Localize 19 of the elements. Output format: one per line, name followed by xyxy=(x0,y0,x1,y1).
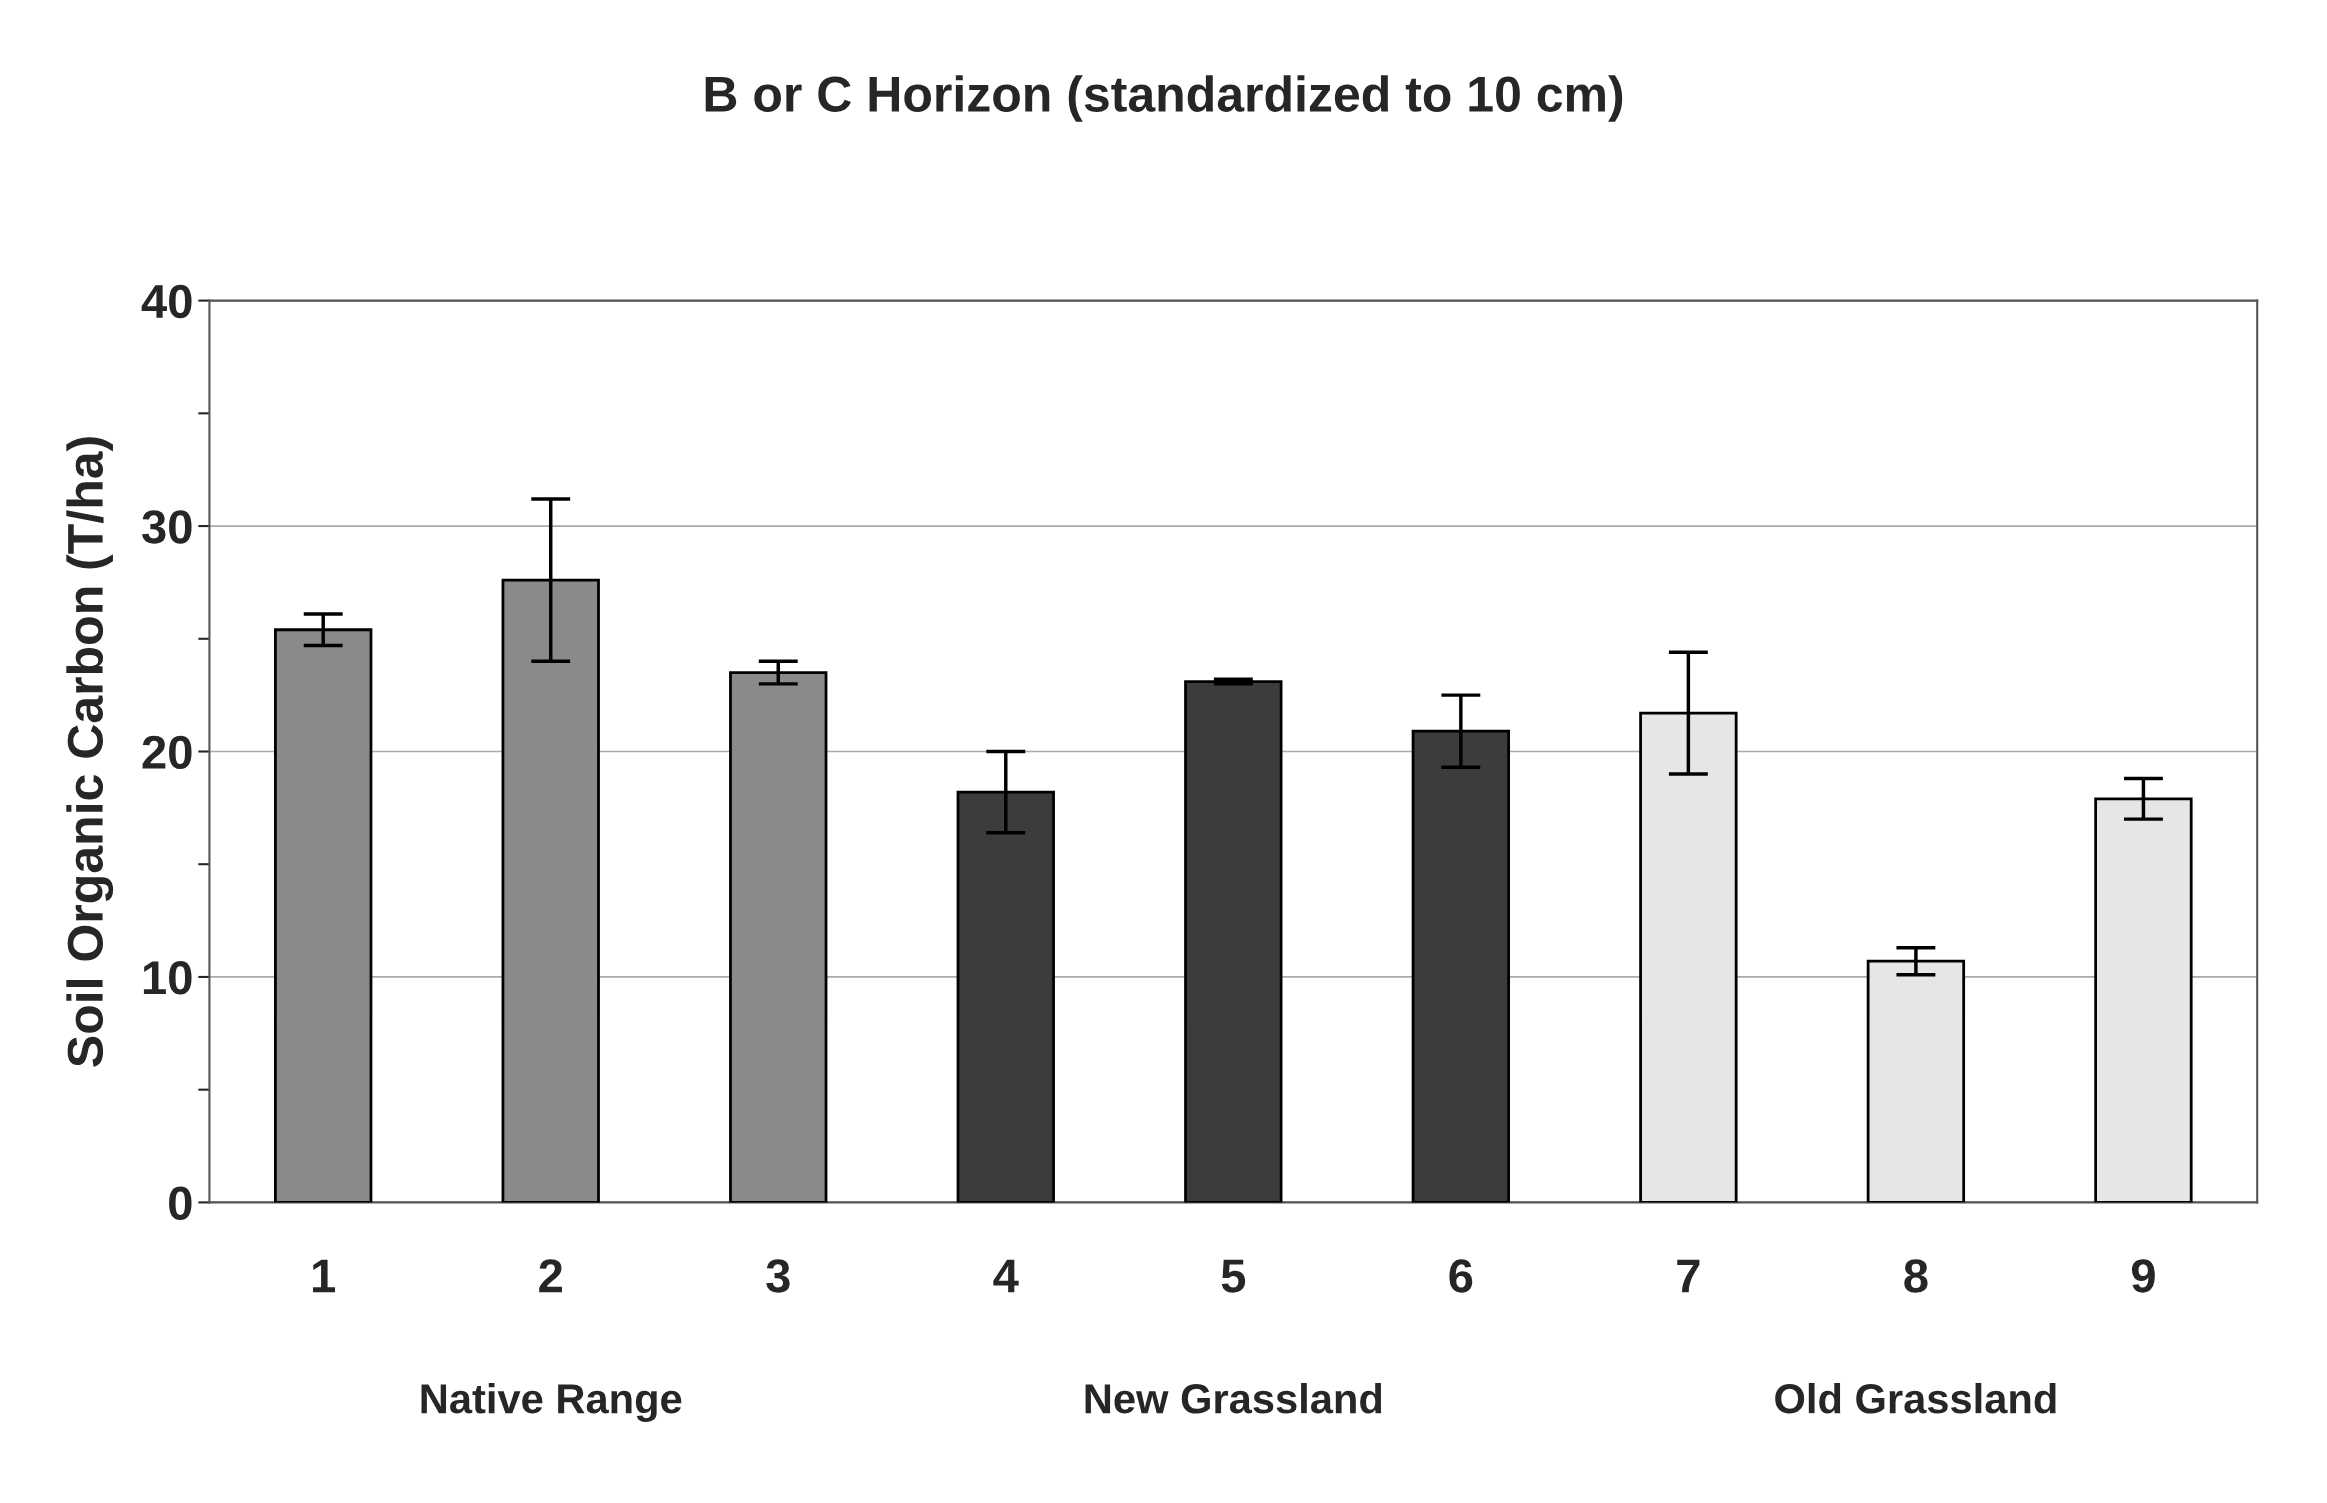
x-tick-label: 9 xyxy=(2131,1259,2155,1293)
y-tick-label: 0 xyxy=(169,1186,192,1220)
text: Native Range xyxy=(421,1382,682,1422)
x-tick-label: 5 xyxy=(1221,1259,1246,1293)
y-axis-title: Soil Organic Carbon (T/ha) xyxy=(66,437,114,1067)
y-tick-label: 20 xyxy=(142,735,192,770)
text: Old Grassland xyxy=(1775,1382,2056,1414)
x-tick-label: 2 xyxy=(539,1259,562,1293)
text: New Grassland xyxy=(1085,1382,1382,1414)
x-tick-label: 3 xyxy=(766,1259,790,1293)
y-tick-label: 30 xyxy=(142,510,192,544)
y-tick-label: 10 xyxy=(143,961,192,995)
y-tick-label: 40 xyxy=(141,284,192,319)
x-tick-label: 4 xyxy=(993,1259,1019,1293)
x-tick-label: 1 xyxy=(313,1259,336,1293)
x-tick-label: 6 xyxy=(1449,1259,1473,1293)
chart-title: B or C Horizon (standardized to 10 cm) xyxy=(705,75,1623,122)
x-tick-label: 8 xyxy=(1904,1259,1928,1293)
x-tick-label: 7 xyxy=(1677,1259,1700,1293)
